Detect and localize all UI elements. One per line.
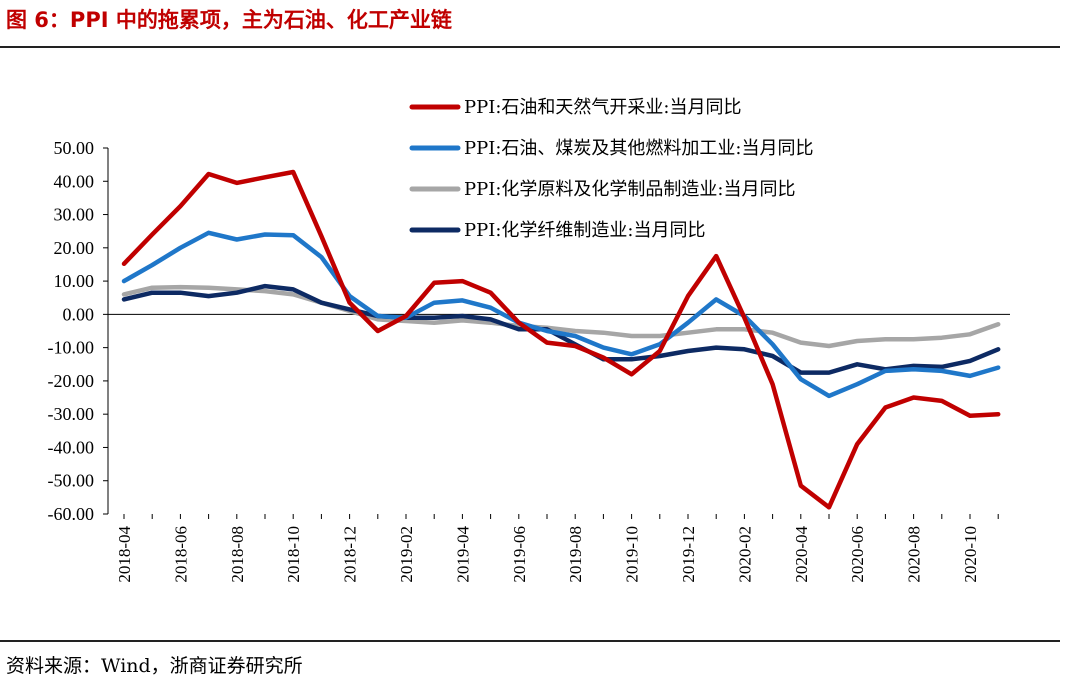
chart-title: 图 6：PPI 中的拖累项，主为石油、化工产业链: [6, 8, 452, 32]
x-tick-label: 2018-10: [284, 526, 303, 583]
y-tick-label: 0.00: [63, 304, 95, 324]
series-line-2: [121, 230, 1001, 399]
legend-label-3: PPI:化学原料及化学制品制造业:当月同比: [464, 179, 795, 200]
source-note: 资料来源：Wind，浙商证券研究所: [6, 655, 303, 677]
top-divider: [0, 46, 1060, 48]
y-tick-label: 30.00: [54, 205, 95, 225]
chart-axes: 50.00 40.00 30.00 20.00 10.00 0.00 -10.00 -20.0…: [48, 138, 1010, 583]
x-tick-label: 2020-02: [735, 526, 754, 583]
bottom-divider: [0, 640, 1060, 642]
x-tick-label: 2019-10: [623, 526, 642, 583]
x-tick-label: 2019-06: [510, 526, 529, 583]
y-tick-label: -20.00: [48, 371, 95, 391]
legend-label-4: PPI:化学纤维制造业:当月同比: [464, 220, 705, 241]
series-line-1: [121, 169, 1001, 510]
y-tick-label: -50.00: [48, 471, 95, 491]
y-tick-label: -30.00: [48, 404, 95, 424]
y-tick-label: -60.00: [48, 504, 95, 524]
y-tick-label: 50.00: [54, 138, 95, 158]
x-tick-label: 2019-08: [566, 526, 585, 583]
x-tick-label: 2019-04: [453, 526, 472, 583]
x-tick-label: 2018-08: [228, 526, 247, 583]
series-line-3: [121, 284, 1001, 349]
y-tick-label: 40.00: [54, 171, 95, 191]
y-tick-label: -10.00: [48, 338, 95, 358]
x-tick-label: 2020-04: [792, 526, 811, 583]
x-tick-label: 2019-02: [397, 526, 416, 583]
series-line-4: [121, 283, 1001, 375]
x-tick-label: 2018-12: [341, 526, 360, 583]
legend-label-2: PPI:石油、煤炭及其他燃料加工业:当月同比: [464, 138, 813, 159]
chart-legend: PPI:石油和天然气开采业:当月同比 PPI:石油、煤炭及其他燃料加工业:当月同比…: [409, 97, 813, 241]
y-tick-label: 20.00: [54, 238, 95, 258]
y-tick-label: -40.00: [48, 437, 95, 457]
x-tick-label: 2018-04: [115, 526, 134, 583]
x-tick-label: 2019-12: [679, 526, 698, 583]
x-tick-label: 2020-08: [905, 526, 924, 583]
x-tick-label: 2020-06: [848, 526, 867, 583]
x-tick-label: 2020-10: [961, 526, 980, 583]
chart-series: [121, 169, 1001, 510]
legend-label-1: PPI:石油和天然气开采业:当月同比: [464, 97, 741, 118]
y-tick-label: 10.00: [54, 271, 95, 291]
x-tick-label: 2018-06: [171, 526, 190, 583]
line-chart: 50.00 40.00 30.00 20.00 10.00 0.00 -10.00 -20.0…: [48, 97, 1010, 583]
